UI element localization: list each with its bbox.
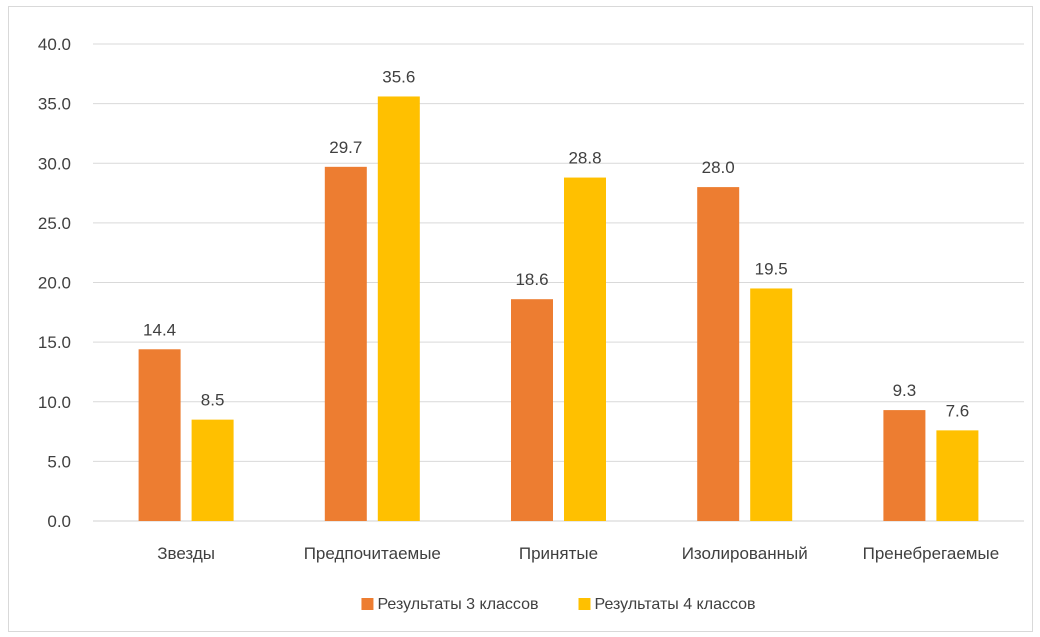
gridlines xyxy=(93,43,1024,522)
bar xyxy=(883,410,926,521)
y-tick-label: 20.0 xyxy=(38,274,71,293)
y-tick-label: 15.0 xyxy=(38,333,71,352)
legend-label: Результаты 3 классов xyxy=(377,596,538,613)
legend-label: Результаты 4 классов xyxy=(595,596,756,613)
x-category-label: Изолированный xyxy=(682,544,808,563)
y-tick-label: 40.0 xyxy=(38,35,71,54)
x-axis-category-labels: Звезды Предпочитаемые Принятые Изолированны… xyxy=(157,544,999,563)
y-tick-label: 5.0 xyxy=(47,452,71,471)
y-tick-label: 25.0 xyxy=(38,214,71,233)
data-label: 19.5 xyxy=(755,259,788,278)
data-label: 9.3 xyxy=(893,381,917,400)
bar xyxy=(377,96,420,521)
bar xyxy=(191,419,234,521)
legend-swatch xyxy=(578,598,591,610)
bar xyxy=(936,430,979,521)
chart-frame: 0.0 5.0 10.0 15.0 20.0 25.0 30.0 35.0 40.0 14.4 8… xyxy=(8,6,1033,632)
legend-swatch xyxy=(361,598,374,610)
y-axis-tick-labels: 0.0 5.0 10.0 15.0 20.0 25.0 30.0 35.0 40.0 xyxy=(38,35,71,531)
data-label: 28.0 xyxy=(702,158,735,177)
legend-item: Результаты 3 классов xyxy=(361,596,539,613)
data-label: 28.8 xyxy=(568,149,601,168)
bar xyxy=(324,166,367,521)
bar xyxy=(511,299,553,521)
bar xyxy=(750,288,793,521)
bars xyxy=(138,96,979,521)
data-labels: 14.4 8.5 29.7 35.6 18.6 28.8 28.0 19.5 9.3 7.6 xyxy=(143,67,969,420)
y-tick-label: 10.0 xyxy=(38,393,71,412)
data-label: 35.6 xyxy=(382,67,415,86)
x-category-label: Предпочитаемые xyxy=(304,544,441,563)
data-label: 7.6 xyxy=(946,401,970,420)
x-category-label: Принятые xyxy=(519,544,598,563)
y-tick-label: 30.0 xyxy=(38,154,71,173)
data-label: 8.5 xyxy=(201,391,225,410)
data-label: 29.7 xyxy=(329,138,362,157)
bar xyxy=(697,187,740,521)
y-tick-label: 35.0 xyxy=(38,95,71,114)
x-category-label: Звезды xyxy=(157,544,215,563)
x-category-label: Пренебрегаемые xyxy=(863,544,1000,563)
bar xyxy=(138,349,181,521)
y-tick-label: 0.0 xyxy=(47,512,71,531)
bar-chart: 0.0 5.0 10.0 15.0 20.0 25.0 30.0 35.0 40.0 14.4 8… xyxy=(38,35,1024,613)
legend: Результаты 3 классов Результаты 4 классов xyxy=(361,596,756,613)
data-label: 18.6 xyxy=(515,270,548,289)
bar xyxy=(564,177,606,521)
data-label: 14.4 xyxy=(143,320,176,339)
legend-item: Результаты 4 классов xyxy=(578,596,756,613)
